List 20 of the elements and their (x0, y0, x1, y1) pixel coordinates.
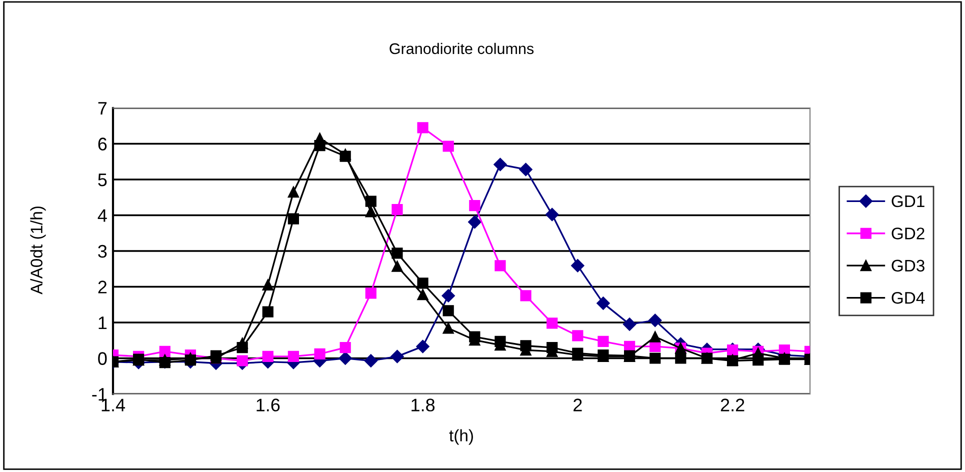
y-tick-label: 7 (98, 102, 107, 115)
x-tick-label: 1.8 (412, 398, 435, 412)
y-tick-label: 3 (98, 244, 107, 258)
chart-title: Granodiorite columns (390, 42, 534, 54)
legend-label: GD1 (892, 195, 924, 208)
y-tick-label: 4 (98, 209, 107, 222)
x-tick-label: 1.4 (102, 398, 126, 412)
y-tick-label: 5 (98, 174, 107, 186)
y-axis-title: A/A0dt (1/h) (30, 206, 46, 294)
x-axis-title: t(h) (449, 429, 473, 445)
y-tick-label: 2 (98, 280, 107, 294)
legend-label: GD2 (892, 228, 924, 240)
y-tick-label: 1 (98, 316, 107, 330)
x-tick-label: 1.6 (256, 398, 280, 412)
x-tick-label: 2 (574, 398, 582, 412)
y-tick-label: 6 (98, 138, 107, 150)
legend-label: GD3 (892, 260, 924, 272)
y-tick-label: 0 (98, 352, 107, 365)
x-tick-label: 2.2 (720, 398, 744, 412)
legend-label: GD4 (892, 292, 925, 304)
